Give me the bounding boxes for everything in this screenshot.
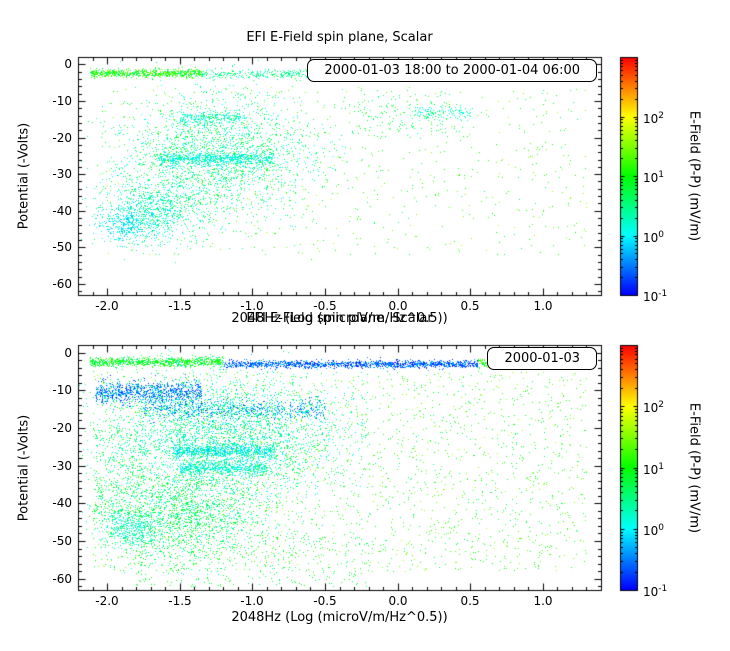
x-tick-label: 0.0 [388,299,408,313]
colorbar-tick-label: 10-1 [643,289,668,304]
y-tick-label: -20 [52,131,72,145]
y-tick-label: 0 [64,346,72,360]
plot1-legend-text: 2000-01-03 18:00 to 2000-01-04 06:00 [324,63,580,78]
plot2-x-axis-label: 2048Hz (Log (microV/m/Hz^0.5)) [231,610,448,625]
y-tick-label: -30 [52,167,72,181]
y-tick-label: -40 [52,204,72,218]
colorbar-tick-label: 100 [643,230,665,245]
y-tick-label: 0 [64,57,72,71]
colorbar-tick-label: 102 [643,111,665,126]
plot1-colorbar-label: E-Field (P-P) (mV/m) [686,110,702,242]
x-tick-label: 0.5 [460,594,480,608]
plot2-title: EFI E-Field spin plane, Scalar [246,311,433,326]
y-tick-label: -10 [52,94,72,108]
plot2-colorbar-label: E-Field (P-P) (mV/m) [686,402,702,534]
plot2-legend-text: 2000-01-03 [504,351,580,366]
x-tick-label: -2.0 [95,594,119,608]
x-tick-label: 0.0 [388,594,408,608]
y-tick-label: -40 [52,496,72,510]
y-tick-label: -30 [52,459,72,473]
x-tick-label: -1.5 [168,594,192,608]
colorbar-tick-label: 10-1 [643,584,668,599]
y-tick-label: -50 [52,240,72,254]
plot2-legend-box: 2000-01-03 [487,347,597,370]
colorbar-tick-label: 102 [643,400,665,415]
y-tick-label: -20 [52,421,72,435]
x-tick-label: 0.5 [460,299,480,313]
colorbar-tick-label: 100 [643,523,665,538]
y-tick-label: -10 [52,383,72,397]
x-tick-label: -0.5 [313,594,337,608]
plot1-title: EFI E-Field spin plane, Scalar [246,30,433,45]
x-tick-label: -2.0 [95,299,119,313]
x-tick-label: -0.5 [313,299,337,313]
y-tick-label: -60 [52,277,72,291]
y-tick-label: -60 [52,572,72,586]
colorbar-tick-label: 101 [643,170,665,185]
x-tick-label: -1.0 [240,299,264,313]
x-tick-label: -1.5 [168,299,192,313]
plot1-x-axis-label: 2048Hz (Log (microV/m/Hz^0.5)) [231,311,448,326]
x-tick-label: -1.0 [240,594,264,608]
plot1-legend-box: 2000-01-03 18:00 to 2000-01-04 06:00 [307,59,597,82]
colorbar-tick-label: 101 [643,462,665,477]
x-tick-label: 1.0 [533,594,553,608]
x-tick-label: 1.0 [533,299,553,313]
y-tick-label: -50 [52,534,72,548]
